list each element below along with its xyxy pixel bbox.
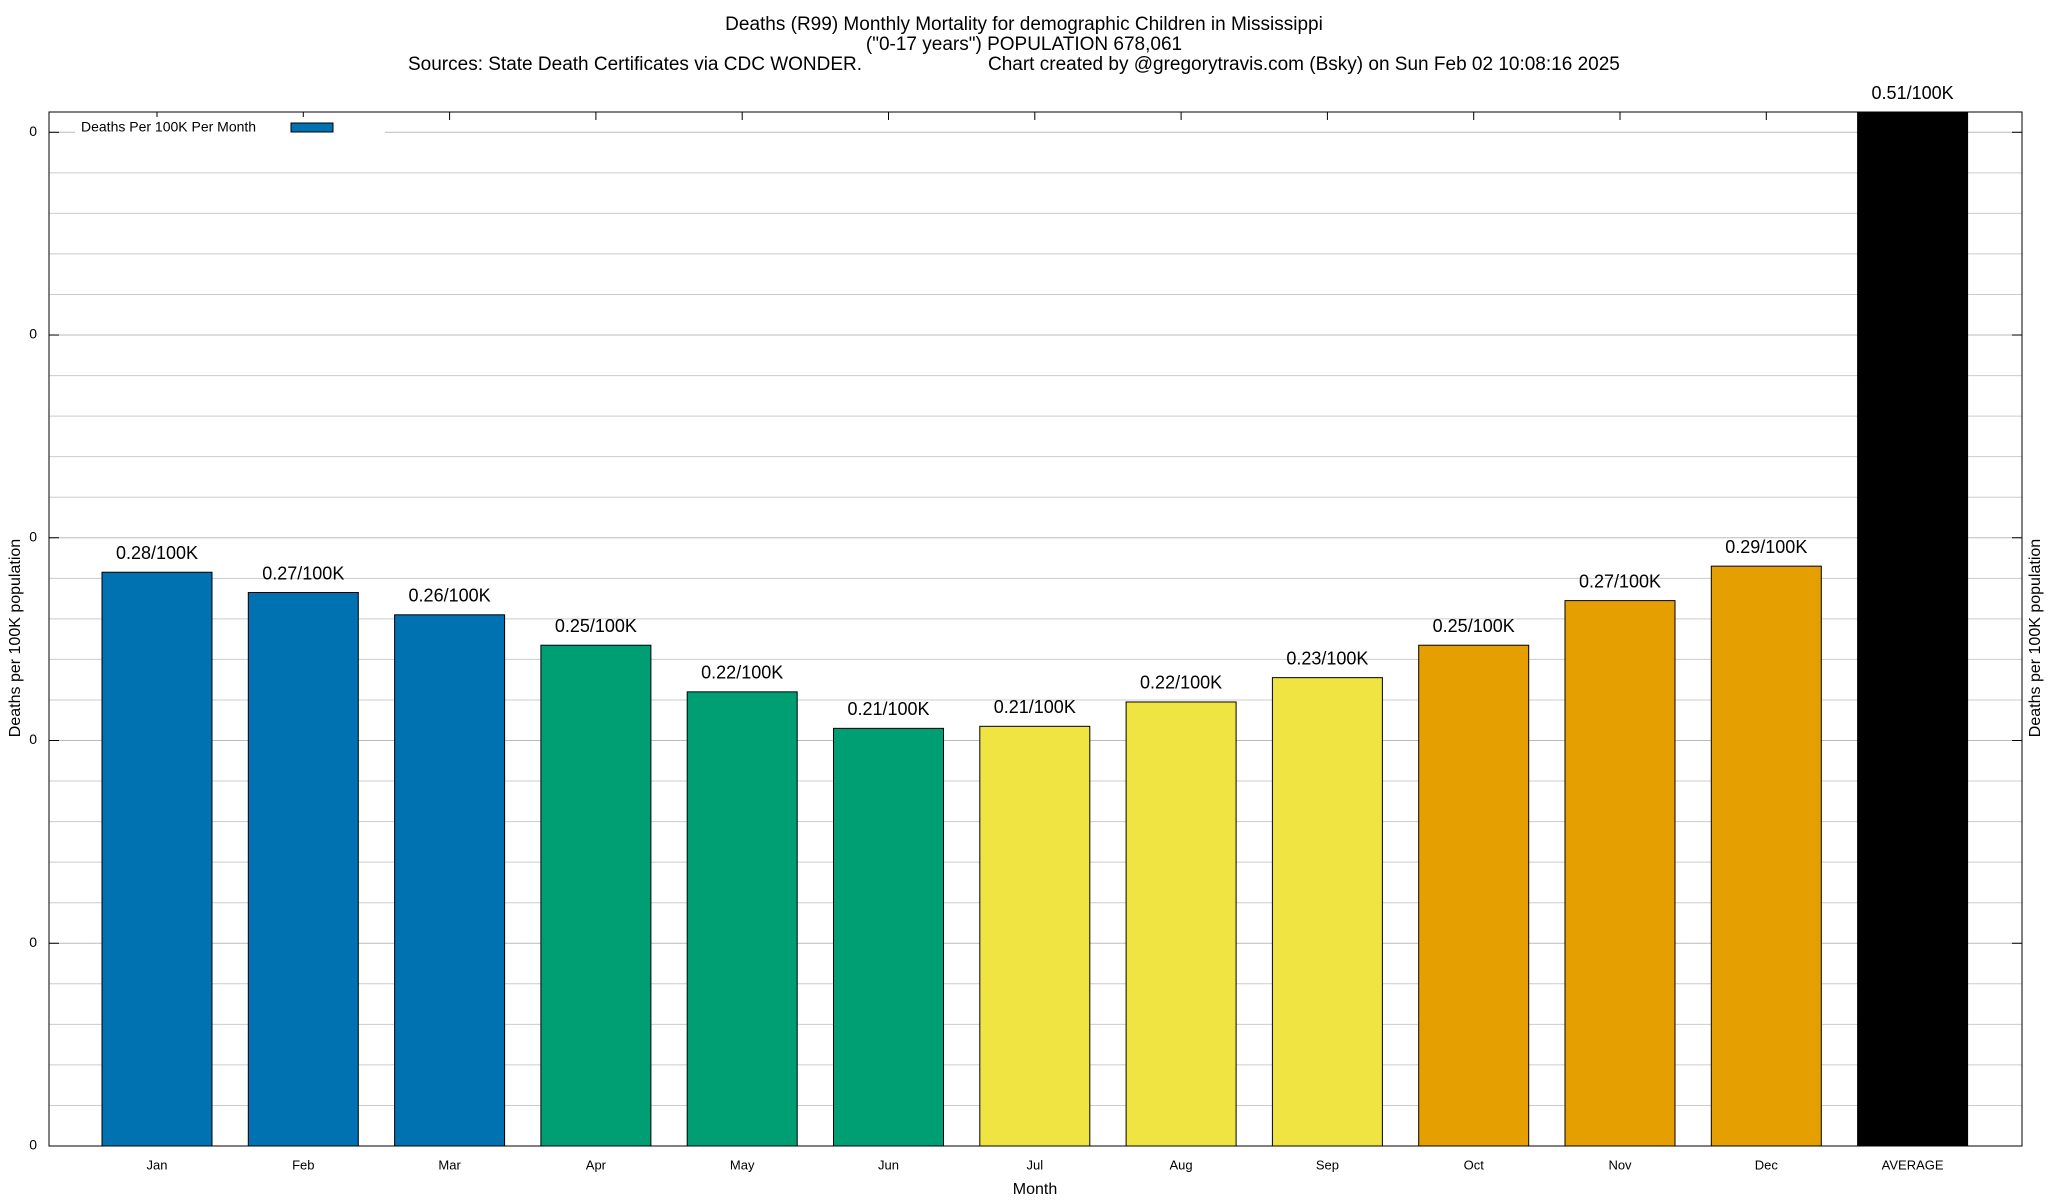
x-tick-label: Oct <box>1464 1157 1485 1172</box>
legend: Deaths Per 100K Per Month <box>75 117 385 139</box>
bar <box>247 592 359 1147</box>
credit-note: Chart created by @gregorytravis.com (Bsk… <box>988 54 1620 75</box>
x-tick-label: Aug <box>1170 1157 1193 1172</box>
value-label: 0.22/100K <box>1140 673 1222 693</box>
legend-swatch <box>290 122 334 133</box>
bar <box>540 644 652 1147</box>
y-tick-label: 0 <box>29 1137 37 1153</box>
value-label: 0.28/100K <box>116 543 198 563</box>
chart-title: Deaths (R99) Monthly Mortality for demog… <box>725 14 1323 35</box>
plot-frame <box>48 111 2023 1147</box>
x-tick-label: Mar <box>438 1157 461 1172</box>
value-label: 0.23/100K <box>1286 648 1368 668</box>
y2-axis-label: Deaths per 100K population <box>2027 539 2044 737</box>
value-label: 0.27/100K <box>262 563 344 583</box>
x-tick-label: Dec <box>1755 1157 1779 1172</box>
value-label: 0.29/100K <box>1725 537 1807 557</box>
y-tick-label: 0 <box>29 528 37 544</box>
x-tick-label: AVERAGE <box>1882 1157 1944 1172</box>
x-axis-label: Month <box>1013 1181 1057 1198</box>
bar <box>979 725 1091 1147</box>
legend-label: Deaths Per 100K Per Month <box>81 119 256 135</box>
x-tick-label: Apr <box>586 1157 607 1172</box>
value-label: 0.27/100K <box>1579 571 1661 591</box>
bar <box>1271 677 1383 1147</box>
value-label: 0.21/100K <box>994 697 1076 717</box>
value-label: 0.21/100K <box>847 699 929 719</box>
bars: 0.28/100K 0.27/100K 0.26/100K 0.25/100K 0.22… <box>101 83 1969 1147</box>
value-label: 0.51/100K <box>1872 83 1954 103</box>
x-tick-label: Jun <box>878 1157 899 1172</box>
source-note: Sources: State Death Certificates via CD… <box>408 54 862 75</box>
y-tick-label: 0 <box>29 731 37 747</box>
x-tick-label: Sep <box>1316 1157 1339 1172</box>
bar <box>1564 600 1676 1147</box>
y-axis-label: Deaths per 100K population <box>7 539 24 737</box>
bar <box>1418 644 1530 1147</box>
bar <box>1710 565 1822 1147</box>
y-tick-label: 0 <box>29 934 37 950</box>
value-label: 0.25/100K <box>555 616 637 636</box>
x-tick-label: May <box>730 1157 755 1172</box>
value-label: 0.22/100K <box>701 663 783 683</box>
value-label: 0.25/100K <box>1433 616 1515 636</box>
bar <box>1125 701 1237 1147</box>
bar <box>1857 111 1969 1147</box>
bar <box>686 691 798 1147</box>
bar <box>833 727 944 1147</box>
y-tick-label: 0 <box>29 123 37 139</box>
x-tick-label: Feb <box>292 1157 314 1172</box>
bar <box>101 571 213 1147</box>
y-tick-label: 0 <box>29 326 37 342</box>
chart-subtitle: ("0-17 years") POPULATION 678,061 <box>866 34 1182 55</box>
x-tick-label: Jul <box>1026 1157 1043 1172</box>
bar <box>394 614 506 1147</box>
x-tick-label: Nov <box>1608 1157 1632 1172</box>
x-tick-label: Jan <box>147 1157 168 1172</box>
value-label: 0.26/100K <box>409 586 491 606</box>
